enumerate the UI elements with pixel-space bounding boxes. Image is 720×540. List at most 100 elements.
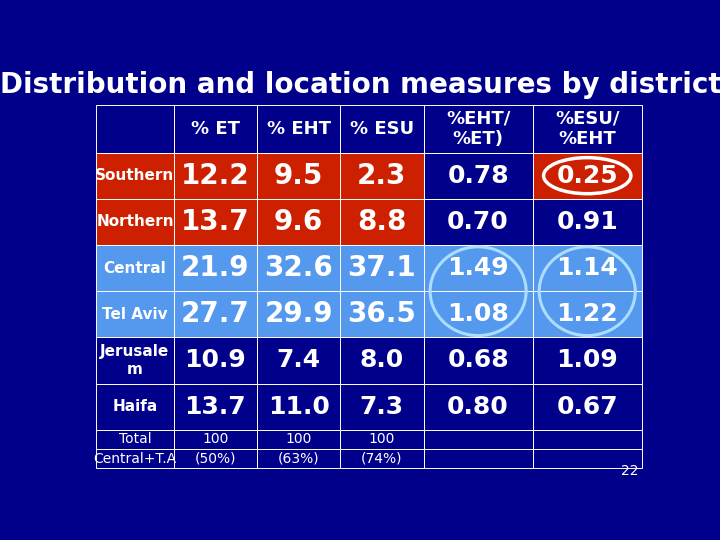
Bar	[96, 430, 174, 449]
Text: 100: 100	[285, 433, 312, 447]
Text: % EHT: % EHT	[266, 120, 330, 138]
Text: % ESU: % ESU	[350, 120, 414, 138]
Text: 100: 100	[369, 433, 395, 447]
Bar	[257, 338, 341, 383]
Bar	[533, 245, 642, 291]
Text: 10.9: 10.9	[184, 348, 246, 373]
Bar	[423, 105, 533, 153]
Bar	[533, 199, 642, 245]
Bar	[96, 199, 174, 245]
Bar	[533, 449, 642, 468]
Text: 1.14: 1.14	[557, 256, 618, 280]
Text: 37.1: 37.1	[348, 254, 416, 282]
Text: Central: Central	[104, 261, 166, 275]
Text: 29.9: 29.9	[264, 300, 333, 328]
Text: Southern: Southern	[95, 168, 174, 183]
Text: 1.22: 1.22	[557, 302, 618, 326]
Bar	[257, 383, 341, 430]
Bar	[257, 105, 341, 153]
Bar	[423, 338, 533, 383]
Text: 0.91: 0.91	[557, 210, 618, 234]
Text: (50%): (50%)	[194, 451, 236, 465]
Text: 0.25: 0.25	[557, 164, 618, 188]
Bar	[423, 291, 533, 338]
Bar	[423, 153, 533, 199]
Bar	[423, 383, 533, 430]
Text: 22: 22	[621, 463, 639, 477]
Bar	[341, 153, 423, 199]
Bar	[533, 291, 642, 338]
Bar	[96, 105, 174, 153]
Bar	[423, 449, 533, 468]
Text: 8.0: 8.0	[360, 348, 404, 373]
Text: Distribution and location measures by districts: Distribution and location measures by di…	[0, 71, 720, 99]
Bar	[341, 449, 423, 468]
Text: (74%): (74%)	[361, 451, 402, 465]
Bar	[341, 338, 423, 383]
Text: 0.67: 0.67	[557, 395, 618, 418]
Bar	[174, 245, 257, 291]
Text: Northern: Northern	[96, 214, 174, 230]
Text: 1.49: 1.49	[447, 256, 509, 280]
Text: %EHT/
%ET): %EHT/ %ET)	[446, 109, 510, 148]
Text: 0.80: 0.80	[447, 395, 509, 418]
Bar	[341, 430, 423, 449]
Text: Central+T.A: Central+T.A	[94, 451, 176, 465]
Bar	[174, 153, 257, 199]
Bar	[174, 105, 257, 153]
Text: 1.09: 1.09	[557, 348, 618, 373]
Bar	[423, 430, 533, 449]
Bar	[96, 245, 174, 291]
Bar	[341, 199, 423, 245]
Bar	[174, 383, 257, 430]
Text: 0.70: 0.70	[447, 210, 509, 234]
Text: 100: 100	[202, 433, 228, 447]
Text: 36.5: 36.5	[348, 300, 416, 328]
Text: 21.9: 21.9	[181, 254, 250, 282]
Bar	[96, 65, 642, 105]
Text: 9.6: 9.6	[274, 208, 323, 236]
Bar	[341, 245, 423, 291]
Text: 27.7: 27.7	[181, 300, 250, 328]
Bar	[533, 383, 642, 430]
Text: 11.0: 11.0	[268, 395, 330, 418]
Text: (63%): (63%)	[278, 451, 320, 465]
Text: Total: Total	[119, 433, 151, 447]
Text: 32.6: 32.6	[264, 254, 333, 282]
Text: Jerusale
m: Jerusale m	[100, 345, 170, 377]
Text: 13.7: 13.7	[181, 208, 250, 236]
Bar	[96, 291, 174, 338]
Bar	[533, 105, 642, 153]
Text: Tel Aviv: Tel Aviv	[102, 307, 168, 322]
Text: 0.78: 0.78	[447, 164, 509, 188]
Bar	[257, 430, 341, 449]
Bar	[174, 199, 257, 245]
Text: % ET: % ET	[191, 120, 240, 138]
Bar	[257, 291, 341, 338]
Bar	[257, 245, 341, 291]
Bar	[423, 199, 533, 245]
Text: Haifa: Haifa	[112, 399, 158, 414]
Bar	[341, 291, 423, 338]
Bar	[174, 449, 257, 468]
Text: 7.3: 7.3	[360, 395, 404, 418]
Bar	[257, 449, 341, 468]
Text: 8.8: 8.8	[357, 208, 407, 236]
Text: 1.08: 1.08	[447, 302, 509, 326]
Bar	[96, 449, 174, 468]
Bar	[257, 199, 341, 245]
Bar	[174, 338, 257, 383]
Text: 12.2: 12.2	[181, 161, 250, 190]
Bar	[341, 105, 423, 153]
Bar	[257, 153, 341, 199]
Text: 7.4: 7.4	[276, 348, 320, 373]
Bar	[533, 430, 642, 449]
Bar	[96, 338, 174, 383]
Bar	[533, 153, 642, 199]
Text: %ESU/
%EHT: %ESU/ %EHT	[555, 109, 619, 148]
Bar	[533, 338, 642, 383]
Bar	[423, 245, 533, 291]
Text: 0.68: 0.68	[447, 348, 509, 373]
Bar	[96, 383, 174, 430]
Text: 2.3: 2.3	[357, 161, 407, 190]
